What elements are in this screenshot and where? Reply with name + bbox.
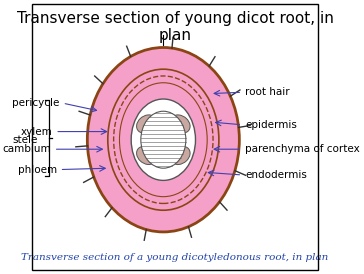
Ellipse shape xyxy=(108,69,219,210)
Text: xylem: xylem xyxy=(20,127,52,136)
Text: pericycle: pericycle xyxy=(12,98,60,108)
Text: parenchyma of cortex: parenchyma of cortex xyxy=(245,144,360,154)
Text: endodermis: endodermis xyxy=(245,170,307,180)
Text: phloem: phloem xyxy=(17,165,57,175)
Ellipse shape xyxy=(119,83,207,197)
Text: cambium: cambium xyxy=(2,144,51,154)
Ellipse shape xyxy=(170,146,190,164)
Text: Transverse section of a young dicotyledonous root, in plan: Transverse section of a young dicotyledo… xyxy=(21,253,329,262)
Ellipse shape xyxy=(87,47,240,232)
Ellipse shape xyxy=(131,99,195,180)
Text: root hair: root hair xyxy=(245,87,290,97)
Ellipse shape xyxy=(141,111,186,168)
Ellipse shape xyxy=(170,115,190,133)
Ellipse shape xyxy=(114,76,213,204)
Text: Transverse section of young dicot root, in
plan: Transverse section of young dicot root, … xyxy=(17,11,333,43)
Text: stele: stele xyxy=(12,135,37,145)
Text: epidermis: epidermis xyxy=(245,120,297,130)
Ellipse shape xyxy=(136,115,156,133)
Ellipse shape xyxy=(136,146,156,164)
